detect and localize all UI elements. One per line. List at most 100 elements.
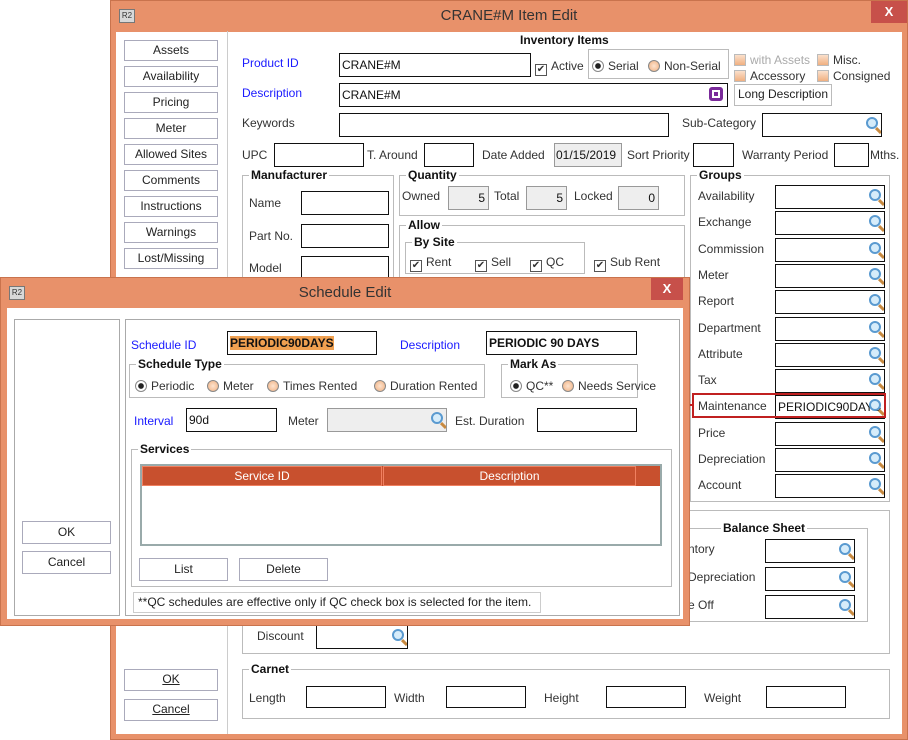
- search-icon[interactable]: [866, 117, 878, 129]
- group-price-label: Price: [698, 425, 726, 440]
- search-icon[interactable]: [869, 267, 881, 280]
- t-around-input[interactable]: [424, 143, 474, 167]
- serial-radio[interactable]: Serial: [592, 59, 639, 73]
- height-input[interactable]: [606, 686, 686, 708]
- main-ok-button[interactable]: OK: [124, 669, 218, 691]
- schedule-type-periodic-radio[interactable]: Periodic: [135, 379, 194, 393]
- keywords-input[interactable]: [339, 113, 669, 137]
- list-button[interactable]: List: [139, 558, 228, 581]
- search-icon[interactable]: [869, 373, 881, 386]
- dialog-close-button[interactable]: X: [651, 278, 683, 300]
- group-commission-input[interactable]: [775, 237, 885, 262]
- long-description-button[interactable]: Long Description: [734, 84, 832, 106]
- nav-pricing-button[interactable]: Pricing: [124, 92, 218, 113]
- group-depreciation-label: Depreciation: [698, 452, 766, 466]
- with-assets-checkbox: with Assets: [734, 53, 810, 67]
- bs-depreciation-input[interactable]: [765, 567, 855, 591]
- width-input[interactable]: [446, 686, 526, 708]
- sort-priority-input[interactable]: [693, 143, 734, 167]
- group-account-input[interactable]: [775, 474, 885, 499]
- main-cancel-button[interactable]: Cancel: [124, 699, 218, 721]
- height-label: Height: [544, 691, 579, 705]
- search-icon[interactable]: [869, 425, 881, 438]
- misc-checkbox[interactable]: Misc.: [817, 53, 861, 67]
- est-duration-input[interactable]: [537, 408, 637, 432]
- dialog-cancel-button[interactable]: Cancel: [22, 551, 111, 574]
- group-tax-input[interactable]: [775, 369, 885, 394]
- nav-instructions-button[interactable]: Instructions: [124, 196, 218, 217]
- accessory-checkbox[interactable]: Accessory: [734, 69, 805, 83]
- rent-checkbox[interactable]: ✔ Rent: [410, 255, 452, 272]
- sell-checkbox[interactable]: ✔ Sell: [475, 255, 512, 272]
- mfr-name-input[interactable]: [301, 191, 389, 215]
- schedule-type-meter-radio[interactable]: Meter: [207, 379, 254, 393]
- bs-inventory-label: ntory: [688, 542, 715, 556]
- group-meter-input[interactable]: [775, 263, 885, 288]
- schedule-id-label: Schedule ID: [131, 338, 197, 352]
- search-icon[interactable]: [431, 412, 443, 424]
- schedule-type-duration-rented-radio[interactable]: Duration Rented: [374, 379, 477, 393]
- search-icon[interactable]: [869, 189, 881, 201]
- close-button[interactable]: X: [871, 1, 907, 23]
- nav-meter-button[interactable]: Meter: [124, 118, 218, 139]
- interval-input[interactable]: 90d: [186, 408, 277, 432]
- group-exchange-input[interactable]: [775, 211, 885, 236]
- schedule-id-input[interactable]: PERIODIC90DAYS: [227, 331, 377, 355]
- description-input[interactable]: CRANE#M: [339, 83, 728, 107]
- search-icon[interactable]: [869, 399, 881, 412]
- upc-input[interactable]: [274, 143, 364, 167]
- mark-as-needs-service-radio[interactable]: Needs Service: [562, 379, 656, 393]
- mark-as-qc-radio[interactable]: QC**: [510, 379, 553, 393]
- length-input[interactable]: [306, 686, 386, 708]
- search-icon[interactable]: [839, 571, 851, 583]
- search-icon[interactable]: [839, 599, 851, 611]
- bs-depreciation-label: Depreciation: [688, 570, 756, 584]
- nav-assets-button[interactable]: Assets: [124, 40, 218, 61]
- bs-inventory-input[interactable]: [765, 539, 855, 563]
- group-attribute-input[interactable]: [775, 342, 885, 367]
- group-availability-input[interactable]: [775, 185, 885, 209]
- schedule-type-times-rented-radio[interactable]: Times Rented: [267, 379, 357, 393]
- nav-warnings-button[interactable]: Warnings: [124, 222, 218, 243]
- nav-availability-button[interactable]: Availability: [124, 66, 218, 87]
- sub-category-input[interactable]: [762, 113, 882, 137]
- locked-input: 0: [618, 186, 659, 210]
- qc-checkbox[interactable]: ✔ QC: [530, 255, 564, 272]
- group-report-input[interactable]: [775, 290, 885, 315]
- group-price-input[interactable]: [775, 421, 885, 446]
- search-icon[interactable]: [869, 320, 881, 333]
- expand-icon[interactable]: [709, 87, 723, 101]
- carnet-group: Carnet: [242, 662, 890, 719]
- col-description[interactable]: Description: [383, 466, 636, 486]
- search-icon[interactable]: [839, 543, 851, 555]
- total-input: 5: [526, 186, 567, 210]
- consigned-checkbox[interactable]: Consigned: [817, 69, 890, 83]
- nav-lost-missing-button[interactable]: Lost/Missing: [124, 248, 218, 269]
- search-icon[interactable]: [869, 294, 881, 307]
- group-maintenance-input[interactable]: PERIODIC90DAYS: [775, 395, 885, 420]
- nav-allowed-sites-button[interactable]: Allowed Sites: [124, 144, 218, 165]
- search-icon[interactable]: [869, 478, 881, 491]
- search-icon[interactable]: [869, 241, 881, 254]
- discount-input[interactable]: [316, 625, 408, 649]
- active-checkbox[interactable]: ✔ Active: [535, 59, 584, 76]
- search-icon[interactable]: [869, 452, 881, 464]
- search-icon[interactable]: [869, 346, 881, 359]
- bs-writeoff-input[interactable]: [765, 595, 855, 619]
- col-service-id[interactable]: Service ID: [142, 466, 382, 486]
- group-depreciation-input[interactable]: [775, 448, 885, 472]
- delete-button[interactable]: Delete: [239, 558, 328, 581]
- group-department-input[interactable]: [775, 316, 885, 341]
- search-icon[interactable]: [869, 215, 881, 228]
- dialog-ok-button[interactable]: OK: [22, 521, 111, 544]
- nav-comments-button[interactable]: Comments: [124, 170, 218, 191]
- product-id-input[interactable]: CRANE#M: [339, 53, 531, 77]
- search-icon[interactable]: [392, 629, 404, 641]
- part-no-input[interactable]: [301, 224, 389, 248]
- sched-description-input[interactable]: PERIODIC 90 DAYS: [486, 331, 637, 355]
- non-serial-radio[interactable]: Non-Serial: [648, 59, 721, 73]
- weight-input[interactable]: [766, 686, 846, 708]
- sub-rent-checkbox[interactable]: ✔ Sub Rent: [594, 255, 661, 272]
- warranty-period-input[interactable]: [834, 143, 869, 167]
- product-id-label: Product ID: [242, 56, 299, 70]
